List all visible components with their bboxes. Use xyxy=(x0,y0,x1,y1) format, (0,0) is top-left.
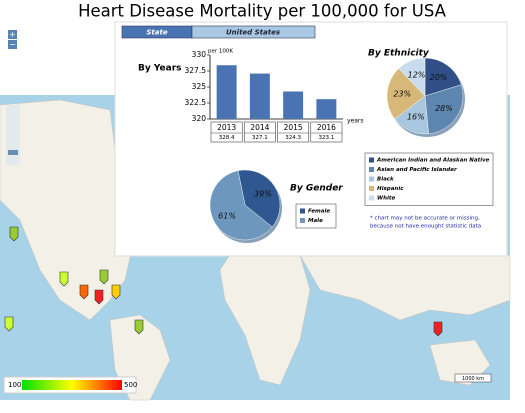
slice-label: 61% xyxy=(218,211,236,220)
map-scale: 1000 km xyxy=(462,376,484,382)
zoom-out-label[interactable]: − xyxy=(9,40,16,49)
zoom-handle[interactable] xyxy=(8,150,18,155)
x-tick-label: 2013 xyxy=(217,123,236,132)
legend-swatch xyxy=(369,176,374,182)
legend-swatch xyxy=(369,167,374,172)
slice-label: 39% xyxy=(254,190,272,199)
land xyxy=(219,254,311,386)
zoom-out[interactable] xyxy=(8,40,17,49)
slice-label: 23% xyxy=(393,90,411,99)
legend-label: American Indian and Alaskan Native xyxy=(376,158,490,164)
tab-inactive[interactable] xyxy=(191,25,316,39)
page-title: Heart Disease Mortality per 100,000 for … xyxy=(78,2,447,21)
legend-label: White xyxy=(377,196,395,202)
legend-label: Asian and Pacific Islander xyxy=(376,167,457,173)
year-cell xyxy=(243,121,276,143)
bar xyxy=(216,65,237,119)
marker[interactable] xyxy=(94,289,104,305)
pie-slice xyxy=(209,170,273,241)
bar xyxy=(249,73,270,119)
year-cell xyxy=(310,121,343,143)
map-scale-box xyxy=(454,373,492,383)
legend-swatch xyxy=(300,218,305,223)
y-tick-label: 322.5 xyxy=(185,98,207,107)
marker[interactable] xyxy=(59,271,69,287)
zoom-slider[interactable] xyxy=(6,105,20,165)
land xyxy=(299,254,511,321)
legend-swatch xyxy=(369,157,374,163)
y-tick-label: 320 xyxy=(192,114,207,123)
bar xyxy=(283,91,304,119)
y-tick-label: 327.5 xyxy=(185,66,207,75)
x-tick-label: 2014 xyxy=(250,123,269,132)
land xyxy=(0,99,151,321)
legend-box xyxy=(364,152,494,206)
legend-swatch xyxy=(369,186,374,191)
pie-slice xyxy=(237,169,281,228)
x-axis-label: years xyxy=(347,118,364,125)
zoom-in[interactable] xyxy=(8,30,17,39)
slice-label: 16% xyxy=(407,112,425,121)
value-label: 328.4 xyxy=(219,135,235,141)
y-tick-label: 330 xyxy=(192,50,207,59)
value-label: 324.3 xyxy=(285,135,301,141)
pie-title: By Gender xyxy=(290,184,343,194)
slice-label: 20% xyxy=(430,73,448,82)
x-tick-label: 2015 xyxy=(284,123,303,132)
marker[interactable] xyxy=(99,269,109,285)
marker[interactable] xyxy=(4,316,14,332)
zoom-in-label[interactable]: + xyxy=(9,30,16,39)
legend-label: Male xyxy=(308,218,323,224)
scale-min: 100 xyxy=(8,381,21,389)
legend-box xyxy=(295,203,337,229)
legend-swatch xyxy=(300,208,305,214)
marker[interactable] xyxy=(433,321,443,337)
legend-label: Black xyxy=(377,177,394,183)
marker[interactable] xyxy=(79,284,89,300)
legend-label: Hispanic xyxy=(377,186,404,192)
pie-slice xyxy=(398,57,426,97)
pie-title: By Ethnicity xyxy=(368,49,430,59)
slice-label: 12% xyxy=(408,70,426,79)
year-cell xyxy=(210,121,243,143)
note: * chart may not be accurate or missing, xyxy=(370,216,480,222)
marker[interactable] xyxy=(134,319,144,335)
y-tick-label: 325 xyxy=(192,82,207,91)
color-scale xyxy=(22,380,122,390)
pie-slice xyxy=(424,57,462,97)
x-tick-label: 2016 xyxy=(317,123,336,132)
scale-max: 500 xyxy=(124,381,137,389)
value-label: 323.1 xyxy=(319,135,335,141)
bar-title: By Years xyxy=(138,64,182,74)
pie-slice xyxy=(386,68,426,120)
slice-label: 28% xyxy=(435,104,453,113)
note: because not have enought statistic data xyxy=(370,224,481,230)
legend-label: Female xyxy=(308,209,330,215)
legend-swatch xyxy=(369,195,374,201)
value-label: 327.1 xyxy=(252,135,268,141)
pie-slice xyxy=(424,84,464,135)
tab[interactable]: State xyxy=(146,29,167,37)
tab[interactable]: United States xyxy=(226,29,280,37)
y-unit: per 100K xyxy=(208,49,233,55)
bar xyxy=(316,99,337,119)
year-cell xyxy=(277,121,310,143)
marker[interactable] xyxy=(111,284,121,300)
marker[interactable] xyxy=(9,226,19,242)
